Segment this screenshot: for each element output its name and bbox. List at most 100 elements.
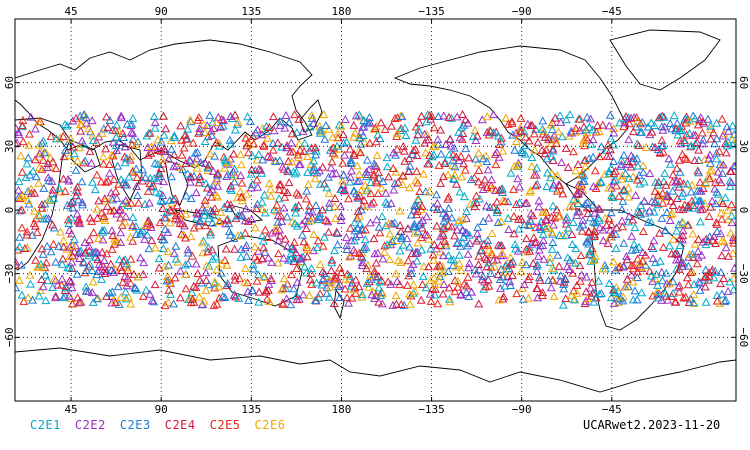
observation-marker <box>476 246 485 255</box>
observation-marker <box>145 289 155 298</box>
observation-marker <box>292 263 302 272</box>
observation-marker <box>412 166 422 175</box>
observation-marker <box>458 238 468 247</box>
observation-marker <box>429 150 439 159</box>
observation-marker <box>121 196 131 205</box>
observation-marker <box>73 195 83 204</box>
observation-marker <box>201 268 211 277</box>
observation-marker <box>482 254 492 263</box>
observation-marker <box>216 259 226 268</box>
observation-marker <box>30 188 40 197</box>
observation-marker <box>527 161 537 170</box>
observation-marker <box>181 284 191 293</box>
observation-marker <box>665 159 675 168</box>
observation-marker <box>410 228 420 237</box>
observation-marker <box>438 172 448 181</box>
observation-marker <box>388 300 398 309</box>
observation-marker <box>581 272 591 281</box>
observation-marker <box>617 204 627 213</box>
observation-marker <box>695 217 705 226</box>
observation-marker <box>638 167 648 176</box>
observation-marker <box>226 181 236 190</box>
observation-marker <box>586 256 596 265</box>
observation-marker <box>61 283 71 292</box>
observation-marker <box>48 185 58 194</box>
observation-marker <box>436 247 445 256</box>
observation-marker <box>458 214 468 223</box>
observation-marker <box>280 234 290 243</box>
lon-label-bottom: 90 <box>155 403 168 416</box>
observation-marker <box>667 291 677 300</box>
observation-marker <box>116 228 126 237</box>
observation-marker <box>441 239 451 248</box>
coastline-path <box>15 117 71 271</box>
observation-marker <box>245 116 255 125</box>
observation-marker <box>706 121 716 130</box>
observation-marker <box>728 121 736 130</box>
observation-marker <box>705 174 714 183</box>
observation-marker <box>628 172 638 181</box>
observation-marker <box>292 295 302 304</box>
observation-marker <box>65 252 75 261</box>
observation-marker <box>682 130 691 139</box>
observation-marker <box>409 205 419 214</box>
observation-marker <box>278 298 288 307</box>
observation-marker <box>710 266 720 275</box>
observation-marker <box>579 176 589 185</box>
observation-marker <box>506 281 515 290</box>
observation-marker <box>632 272 642 281</box>
observation-marker <box>339 170 348 179</box>
observation-marker <box>426 296 436 305</box>
observation-marker <box>508 257 518 266</box>
observation-marker <box>189 281 199 290</box>
observation-marker <box>190 148 200 157</box>
observation-marker <box>521 132 531 141</box>
observation-marker <box>681 292 691 301</box>
observation-marker <box>287 270 297 279</box>
observation-marker <box>34 163 44 172</box>
observation-marker <box>226 169 236 178</box>
observation-marker <box>390 218 400 227</box>
observation-marker <box>51 134 61 143</box>
observation-marker <box>525 272 534 281</box>
observation-marker <box>250 252 260 261</box>
observation-marker <box>344 252 354 261</box>
observation-marker <box>418 215 428 224</box>
observation-marker <box>31 255 41 264</box>
observation-marker <box>92 137 101 147</box>
observation-marker <box>509 161 519 170</box>
observation-marker <box>646 217 656 226</box>
observation-marker <box>287 157 297 166</box>
observation-marker <box>712 226 722 235</box>
observation-marker <box>305 201 315 210</box>
observation-marker <box>17 290 27 299</box>
observation-marker <box>354 176 364 185</box>
observation-marker <box>347 293 357 302</box>
observation-marker <box>606 134 616 143</box>
observation-marker <box>417 201 427 210</box>
observation-marker <box>474 251 484 260</box>
observation-marker <box>236 171 246 180</box>
observation-marker <box>159 177 169 186</box>
observation-marker <box>654 177 664 186</box>
lat-label-left: −60 <box>3 327 16 347</box>
observation-marker <box>657 122 667 131</box>
observation-marker <box>75 254 84 263</box>
observation-marker <box>695 196 705 205</box>
observation-marker <box>538 207 548 216</box>
observation-marker <box>683 280 693 289</box>
observation-marker <box>216 122 226 131</box>
observation-marker <box>204 160 214 169</box>
observation-marker <box>55 133 65 142</box>
observation-marker <box>621 251 631 260</box>
observation-marker <box>351 111 361 120</box>
observation-marker <box>175 209 185 218</box>
observation-marker <box>670 297 680 306</box>
observation-marker <box>213 112 223 121</box>
observation-marker <box>561 219 571 228</box>
observation-marker <box>403 256 413 265</box>
observation-marker <box>301 194 311 203</box>
observation-marker <box>324 198 334 207</box>
observation-marker <box>205 230 215 239</box>
observation-marker <box>542 168 552 177</box>
